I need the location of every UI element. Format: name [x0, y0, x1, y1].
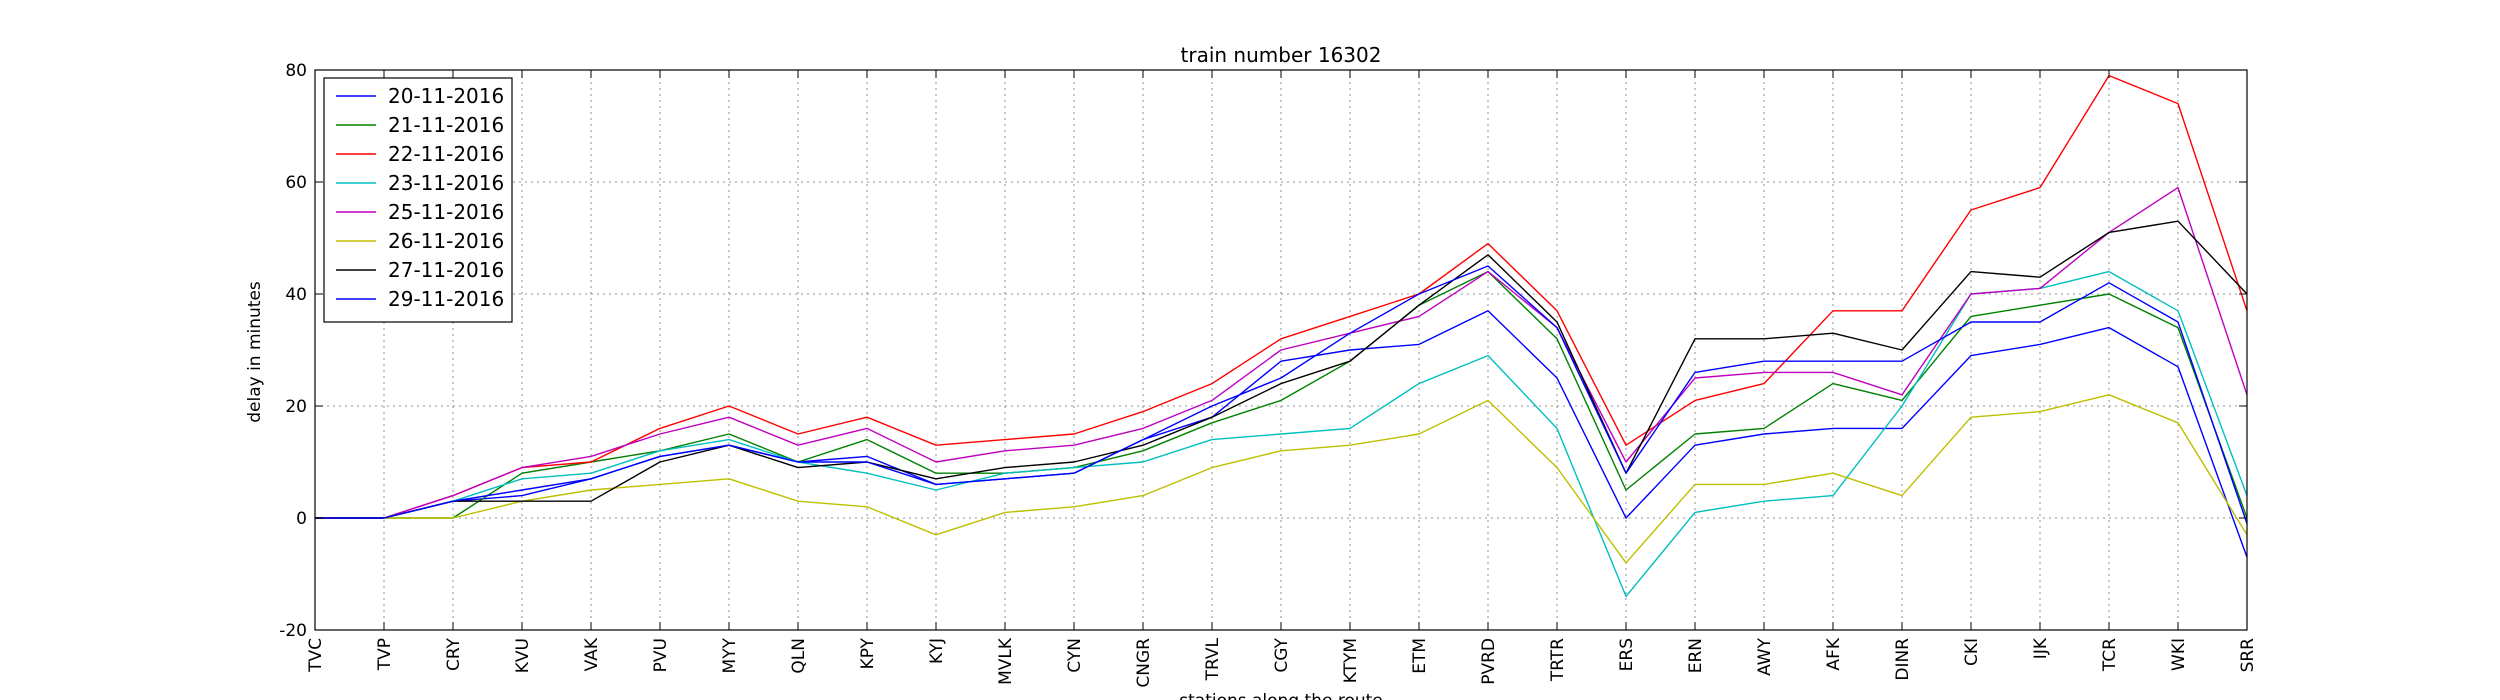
- legend: 20-11-2016 21-11-2016 22-11-2016 23-11-2016…: [323, 77, 513, 323]
- series-lines: [315, 74, 2248, 598]
- legend-label: 22-11-2016: [388, 142, 504, 166]
- x-axis-ticks: TVC TVP CRY KVU VAK PVU MYY QLN KPY KYJ MVLK CYN CNG…: [306, 70, 2258, 688]
- legend-label: 27-11-2016: [388, 258, 504, 282]
- series-line: [315, 265, 2248, 524]
- legend-label: 25-11-2016: [388, 200, 504, 224]
- x-tick-label: VAK: [582, 637, 602, 671]
- y-tick-label: 60: [285, 173, 307, 193]
- legend-label: 29-11-2016: [388, 287, 504, 311]
- x-tick-label: CRY: [444, 637, 464, 671]
- x-tick-label: TVP: [375, 638, 395, 671]
- x-tick-label: AWY: [1755, 637, 1775, 676]
- y-axis-ticks: -20 0 20 40 60 80: [279, 61, 2247, 641]
- y-axis-label: delay in minutes: [245, 281, 265, 423]
- x-tick-label: MVLK: [996, 637, 1016, 685]
- legend-label: 23-11-2016: [388, 171, 504, 195]
- series-line: [315, 270, 2248, 519]
- x-tick-label: CKI: [1962, 638, 1982, 666]
- chart-title: train number 16302: [1181, 43, 1382, 67]
- y-tick-label: 0: [296, 509, 307, 529]
- series-line: [315, 270, 2248, 598]
- x-tick-label: TCR: [2100, 638, 2120, 672]
- legend-box: [323, 77, 513, 323]
- x-tick-label: CGY: [1272, 637, 1292, 672]
- grid-lines: [315, 70, 2247, 630]
- y-tick-label: 80: [285, 61, 307, 81]
- legend-label: 20-11-2016: [388, 84, 504, 108]
- y-tick-label: -20: [279, 621, 307, 641]
- x-tick-label: KPY: [858, 637, 878, 669]
- x-tick-label: CNGR: [1134, 638, 1154, 688]
- y-tick-label: 20: [285, 397, 307, 417]
- y-tick-label: 40: [285, 285, 307, 305]
- legend-label: 21-11-2016: [388, 113, 504, 137]
- x-tick-label: KTYM: [1341, 638, 1361, 683]
- x-tick-label: MYY: [720, 637, 740, 673]
- x-tick-label: TRTR: [1548, 638, 1568, 682]
- series-line: [315, 220, 2248, 519]
- series-line: [315, 394, 2248, 564]
- x-tick-label: CYN: [1065, 638, 1085, 673]
- x-axis-label: stations along the route: [1179, 691, 1383, 700]
- x-tick-label: ERN: [1686, 638, 1706, 673]
- x-tick-label: DINR: [1893, 638, 1913, 681]
- series-line: [315, 74, 2248, 519]
- x-tick-label: ERS: [1617, 638, 1637, 671]
- legend-label: 26-11-2016: [388, 229, 504, 253]
- x-tick-label: ETM: [1410, 638, 1430, 674]
- x-tick-label: PVRD: [1479, 638, 1499, 685]
- x-tick-label: KYJ: [927, 638, 947, 664]
- series-line: [315, 186, 2248, 519]
- x-tick-label: IJK: [2031, 637, 2051, 659]
- x-tick-label: WKI: [2169, 638, 2189, 671]
- x-tick-label: KVU: [513, 638, 533, 673]
- x-tick-label: AFK: [1824, 637, 1844, 670]
- x-tick-label: PVU: [651, 638, 671, 672]
- x-tick-label: TVC: [306, 638, 326, 673]
- x-tick-label: QLN: [789, 638, 809, 674]
- x-tick-label: SRR: [2238, 638, 2258, 673]
- x-tick-label: TRVL: [1203, 637, 1223, 681]
